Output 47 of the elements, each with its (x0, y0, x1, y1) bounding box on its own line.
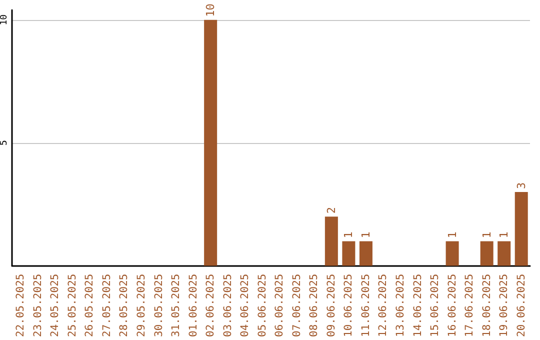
bar (324, 216, 338, 266)
bar (514, 192, 528, 266)
x-tick-label: 05.06.2025 (256, 274, 268, 338)
x-tick-label: 18.06.2025 (480, 274, 493, 338)
bar (498, 241, 511, 266)
x-tick-label: 19.06.2025 (498, 274, 510, 338)
x-tick-label: 16.06.2025 (446, 274, 458, 338)
data-label: 1 (498, 232, 511, 238)
x-tick-label: 29.05.2025 (136, 274, 148, 338)
data-label: 1 (446, 232, 459, 238)
bar (204, 20, 218, 266)
x-tick-label: 15.06.2025 (429, 274, 442, 338)
x-tick-label: 28.05.2025 (118, 274, 130, 338)
bar (480, 241, 494, 266)
x-tick-label: 02.06.2025 (204, 274, 217, 338)
x-tick-label: 22.05.2025 (14, 274, 27, 338)
x-tick-label: 06.06.2025 (274, 274, 286, 338)
data-label: 2 (324, 206, 338, 214)
x-tick-label: 04.06.2025 (239, 274, 252, 338)
x-tick-label: 31.05.2025 (170, 274, 182, 338)
bar (359, 241, 372, 266)
data-label: 1 (342, 232, 356, 238)
y-tick-label: 5 (0, 140, 10, 146)
x-tick-label: 07.06.2025 (290, 274, 303, 338)
x-tick-label: 09.06.2025 (325, 274, 338, 338)
x-tick-label: 30.05.2025 (152, 274, 165, 338)
x-tick-label: 13.06.2025 (394, 274, 406, 338)
x-tick-label: 26.05.2025 (84, 274, 96, 338)
x-tick-label: 27.05.2025 (100, 274, 113, 338)
data-label: 1 (359, 232, 372, 238)
x-tick-label: 20.06.2025 (515, 274, 528, 338)
x-tick-label: 24.05.2025 (49, 274, 62, 338)
bar (342, 241, 356, 266)
x-tick-label: 25.05.2025 (66, 274, 78, 338)
x-tick-label: 08.06.2025 (308, 274, 320, 338)
data-label: 1 (480, 232, 494, 238)
x-tick-label: 03.06.2025 (222, 274, 234, 338)
x-tick-label: 23.05.2025 (32, 274, 44, 338)
x-tick-label: 12.06.2025 (377, 274, 390, 338)
data-label: 10 (204, 4, 218, 17)
x-tick-label: 11.06.2025 (360, 274, 372, 338)
x-tick-label: 14.06.2025 (412, 274, 424, 338)
x-tick-label: 17.06.2025 (464, 274, 476, 338)
x-tick-label: 10.06.2025 (342, 274, 355, 338)
data-label: 3 (514, 182, 528, 189)
bar (446, 241, 459, 266)
x-tick-label: 01.06.2025 (187, 274, 200, 338)
